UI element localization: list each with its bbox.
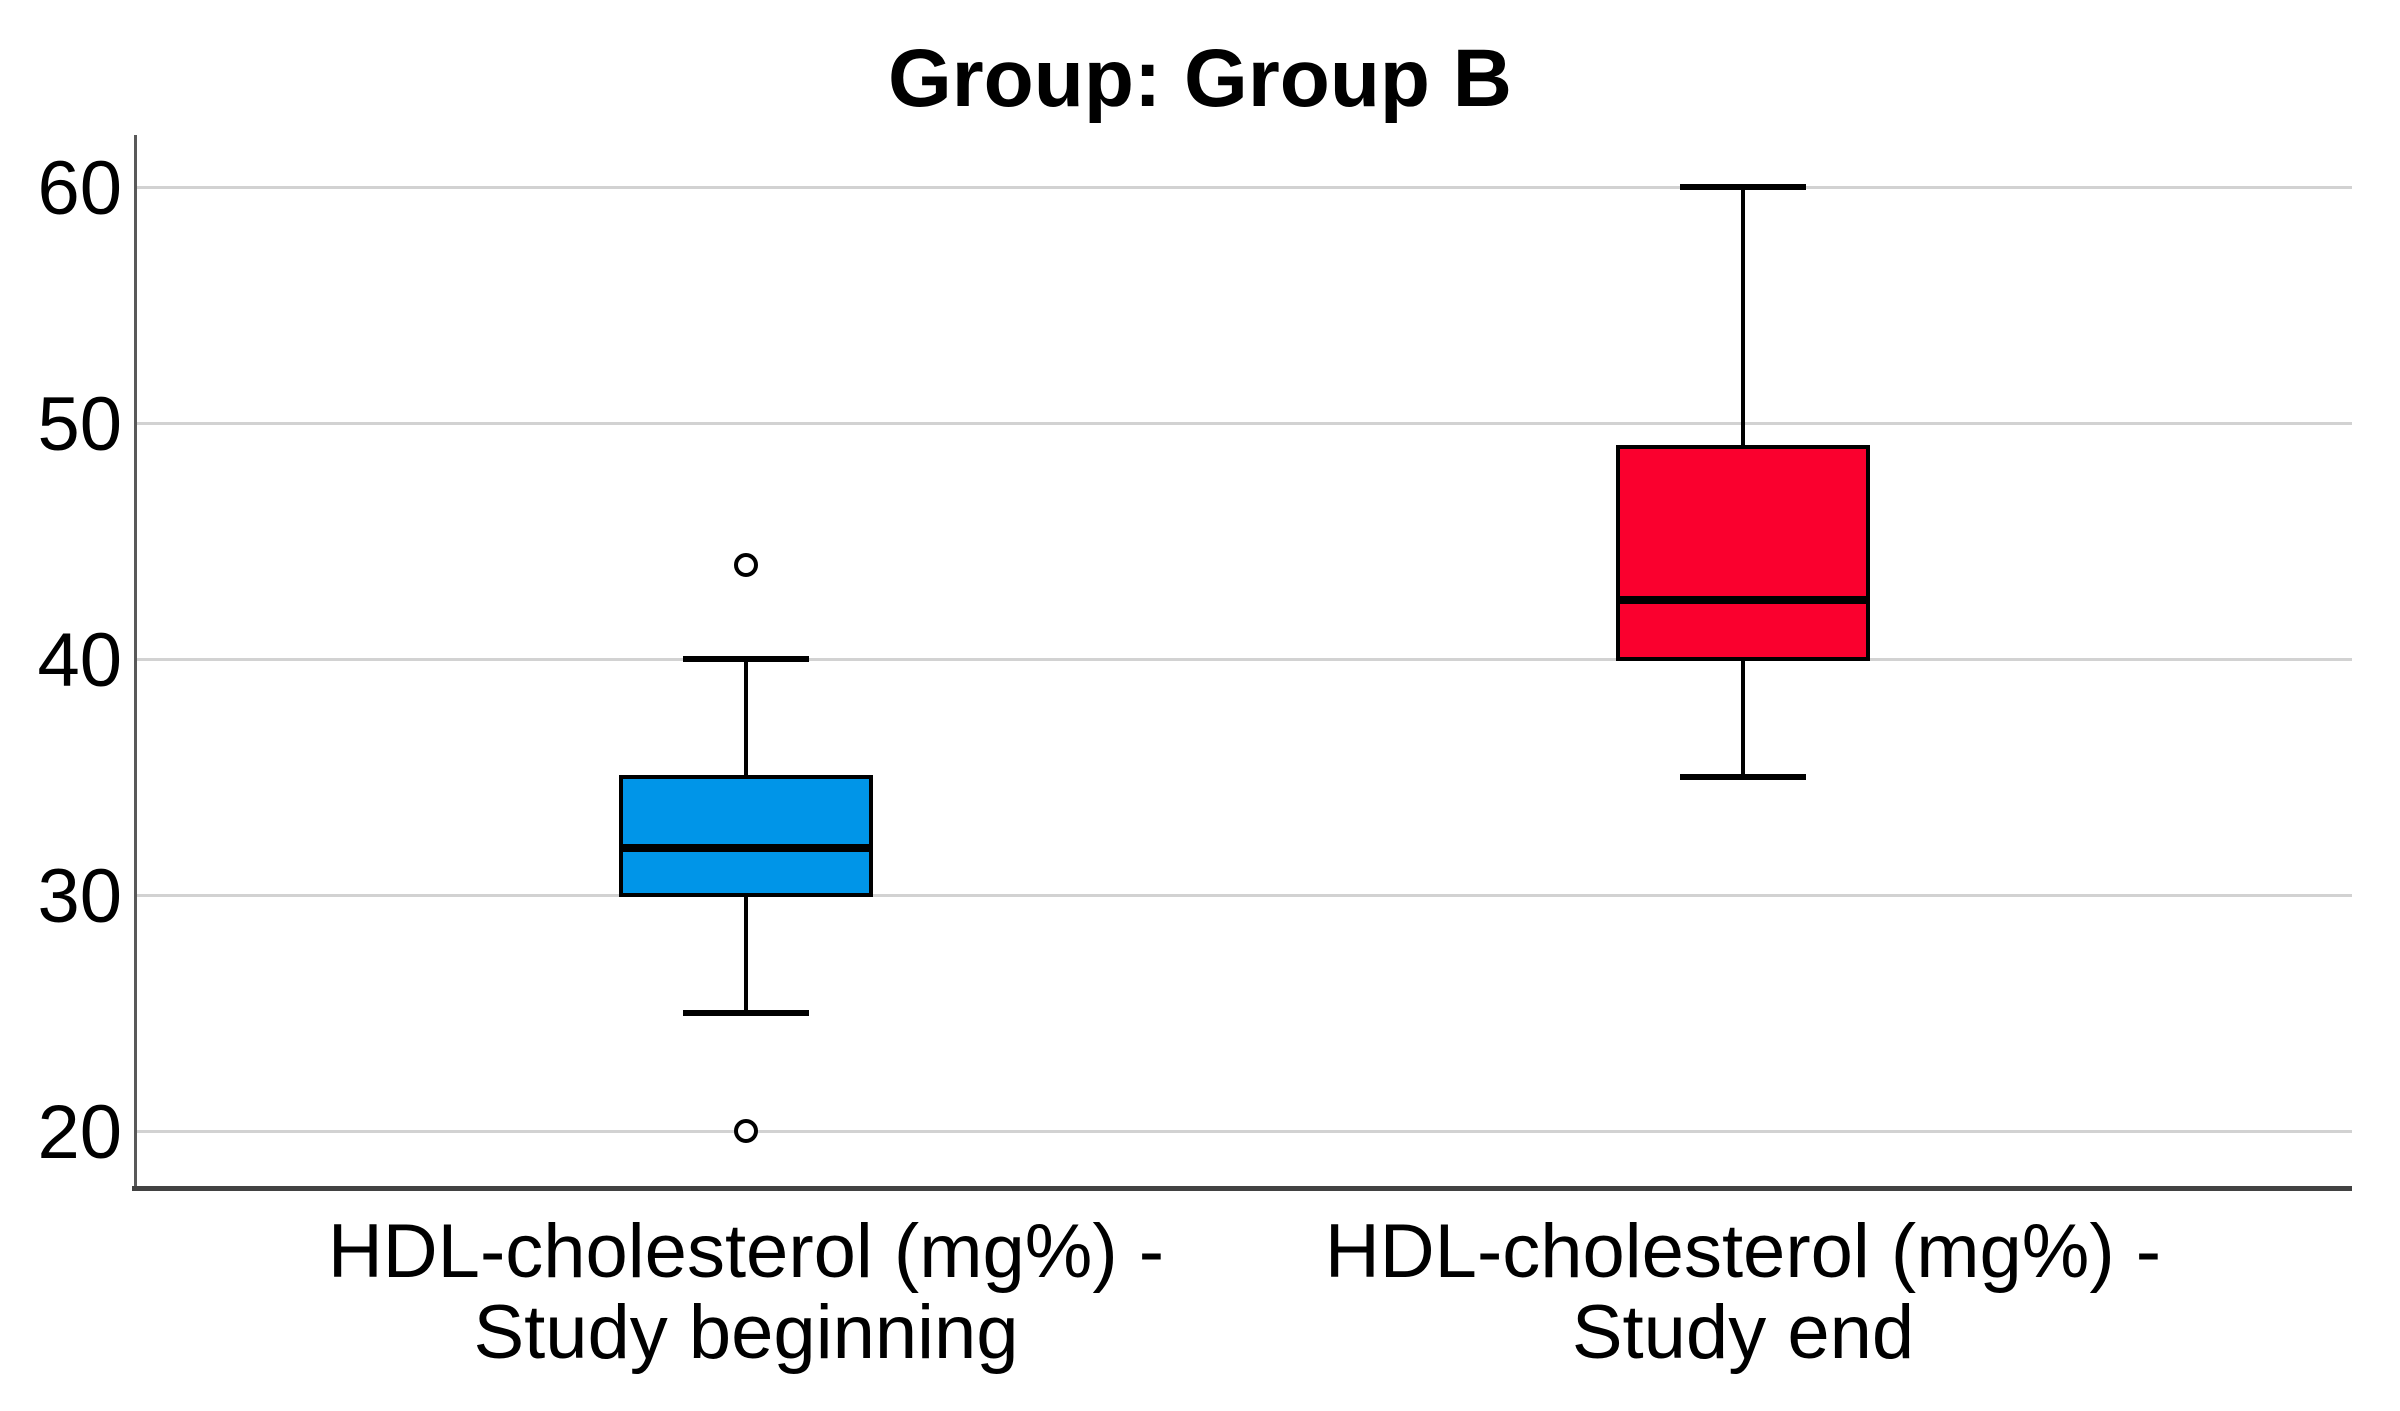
x-category-label: HDL-cholesterol (mg%) - Study end xyxy=(1324,1209,2162,1375)
gridline-y-30 xyxy=(137,893,2352,897)
median-line xyxy=(623,843,869,852)
x-category-label-line: HDL-cholesterol (mg%) - xyxy=(1324,1209,2162,1294)
whisker-bottom-line xyxy=(1741,658,1745,777)
whisker-top-cap xyxy=(683,655,809,662)
y-axis-line xyxy=(134,135,137,1191)
x-category-label: HDL-cholesterol (mg%) - Study beginning xyxy=(327,1209,1165,1375)
y-tick-label-20: 20 xyxy=(37,1089,122,1175)
whisker-bottom-cap xyxy=(1680,773,1806,780)
x-category-label-line: HDL-cholesterol (mg%) - xyxy=(327,1209,1165,1294)
y-tick-label-30: 30 xyxy=(37,853,122,939)
x-axis-line xyxy=(132,1186,2352,1191)
y-tick-label-50: 50 xyxy=(37,381,122,467)
whisker-top-line xyxy=(1741,186,1745,447)
outlier-point-20 xyxy=(734,1118,758,1143)
gridline-y-20 xyxy=(137,1129,2352,1133)
gridline-y-60 xyxy=(137,185,2352,189)
box-study-end xyxy=(1616,444,1870,661)
box-study-beginning xyxy=(619,774,873,897)
whisker-top-cap xyxy=(1680,183,1806,190)
whisker-bottom-cap xyxy=(683,1009,809,1016)
outlier-point-44 xyxy=(734,552,758,577)
median-line xyxy=(1620,595,1866,604)
x-category-label-line: Study beginning xyxy=(473,1289,1019,1375)
whisker-top-line xyxy=(744,658,748,777)
y-tick-label-60: 60 xyxy=(37,145,122,231)
chart-title: Group: Group B xyxy=(887,33,1512,124)
gridline-y-40 xyxy=(137,657,2352,661)
y-tick-label-40: 40 xyxy=(37,617,122,703)
gridline-y-50 xyxy=(137,421,2352,425)
x-category-label-line: Study end xyxy=(1571,1289,1915,1375)
whisker-bottom-line xyxy=(744,894,748,1013)
